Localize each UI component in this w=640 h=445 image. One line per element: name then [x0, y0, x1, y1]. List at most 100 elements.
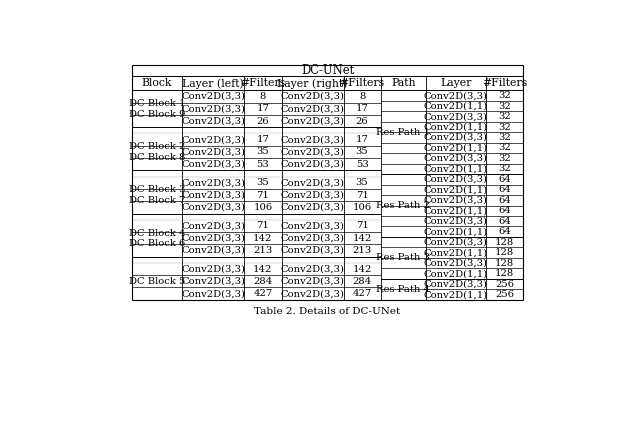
Text: 32: 32	[499, 133, 511, 142]
Text: 106: 106	[353, 203, 372, 212]
Text: 71: 71	[356, 190, 369, 199]
Text: 106: 106	[253, 203, 273, 212]
Text: Conv2D(3,3): Conv2D(3,3)	[424, 279, 488, 289]
Text: Block: Block	[142, 78, 172, 89]
Text: 128: 128	[495, 269, 515, 278]
Text: DC Block 4
DC Block 6: DC Block 4 DC Block 6	[129, 228, 186, 248]
Text: Layer (right): Layer (right)	[277, 78, 348, 89]
Text: 32: 32	[499, 112, 511, 121]
Text: Conv2D(1,1): Conv2D(1,1)	[424, 164, 488, 174]
Text: Table 2. Details of DC-UNet: Table 2. Details of DC-UNet	[255, 307, 401, 316]
Text: Conv2D(3,3): Conv2D(3,3)	[181, 190, 245, 199]
Text: 53: 53	[257, 160, 269, 169]
Text: 8: 8	[260, 92, 266, 101]
Text: Conv2D(3,3): Conv2D(3,3)	[280, 246, 344, 255]
Text: Res Path 4: Res Path 4	[376, 285, 430, 294]
Text: Res Path 2: Res Path 2	[376, 201, 430, 210]
Text: Conv2D(1,1): Conv2D(1,1)	[424, 186, 488, 194]
Text: 32: 32	[499, 122, 511, 132]
Text: Conv2D(3,3): Conv2D(3,3)	[181, 246, 245, 255]
Text: 284: 284	[253, 277, 273, 286]
Text: 213: 213	[353, 246, 372, 255]
Text: 35: 35	[356, 147, 369, 157]
Text: 64: 64	[499, 217, 511, 226]
Text: 64: 64	[499, 196, 511, 205]
Text: Conv2D(3,3): Conv2D(3,3)	[280, 117, 344, 125]
Text: 8: 8	[359, 92, 365, 101]
Text: DC Block 2
DC Block 8: DC Block 2 DC Block 8	[129, 142, 186, 162]
Text: Conv2D(3,3): Conv2D(3,3)	[181, 104, 245, 113]
Text: Layer: Layer	[440, 78, 472, 89]
Text: Conv2D(3,3): Conv2D(3,3)	[424, 238, 488, 247]
Text: DC Block 1
DC Block 9: DC Block 1 DC Block 9	[129, 99, 186, 118]
Text: Conv2D(1,1): Conv2D(1,1)	[424, 206, 488, 215]
Text: 32: 32	[499, 91, 511, 100]
Text: Conv2D(3,3): Conv2D(3,3)	[424, 91, 488, 100]
Text: Res Path 1: Res Path 1	[376, 128, 430, 137]
Text: #Filters: #Filters	[241, 78, 285, 89]
Text: 142: 142	[353, 234, 372, 243]
Text: 213: 213	[253, 246, 273, 255]
Text: Conv2D(3,3): Conv2D(3,3)	[280, 178, 344, 187]
Text: 128: 128	[495, 259, 515, 267]
Text: 17: 17	[257, 104, 269, 113]
Text: 64: 64	[499, 175, 511, 184]
Text: Conv2D(3,3): Conv2D(3,3)	[280, 264, 344, 274]
Text: Conv2D(3,3): Conv2D(3,3)	[280, 104, 344, 113]
Text: 32: 32	[499, 154, 511, 163]
Text: Conv2D(3,3): Conv2D(3,3)	[424, 112, 488, 121]
Text: #Filters: #Filters	[482, 78, 527, 89]
Text: Conv2D(3,3): Conv2D(3,3)	[181, 289, 245, 298]
Text: Conv2D(3,3): Conv2D(3,3)	[181, 277, 245, 286]
Text: Conv2D(3,3): Conv2D(3,3)	[280, 160, 344, 169]
Text: Conv2D(3,3): Conv2D(3,3)	[424, 196, 488, 205]
Text: 26: 26	[356, 117, 369, 125]
Text: Conv2D(3,3): Conv2D(3,3)	[181, 135, 245, 144]
Text: Conv2D(1,1): Conv2D(1,1)	[424, 290, 488, 299]
Text: Conv2D(1,1): Conv2D(1,1)	[424, 269, 488, 278]
Text: Conv2D(3,3): Conv2D(3,3)	[424, 133, 488, 142]
Text: Conv2D(3,3): Conv2D(3,3)	[181, 178, 245, 187]
Text: 32: 32	[499, 101, 511, 110]
Text: Layer (left): Layer (left)	[182, 78, 244, 89]
Text: Conv2D(3,3): Conv2D(3,3)	[181, 160, 245, 169]
Text: 71: 71	[356, 221, 369, 231]
Text: 284: 284	[353, 277, 372, 286]
Text: Conv2D(1,1): Conv2D(1,1)	[424, 143, 488, 153]
Text: 17: 17	[257, 135, 269, 144]
Text: 32: 32	[499, 164, 511, 174]
Text: 17: 17	[356, 135, 369, 144]
Text: Conv2D(3,3): Conv2D(3,3)	[280, 135, 344, 144]
Text: Conv2D(3,3): Conv2D(3,3)	[424, 154, 488, 163]
Text: 71: 71	[257, 190, 269, 199]
Text: Conv2D(3,3): Conv2D(3,3)	[181, 234, 245, 243]
Text: 427: 427	[253, 289, 273, 298]
Text: Conv2D(3,3): Conv2D(3,3)	[280, 147, 344, 157]
Text: Conv2D(3,3): Conv2D(3,3)	[280, 203, 344, 212]
Text: Conv2D(3,3): Conv2D(3,3)	[181, 203, 245, 212]
Text: Conv2D(3,3): Conv2D(3,3)	[181, 264, 245, 274]
Text: 64: 64	[499, 227, 511, 236]
Text: 35: 35	[356, 178, 369, 187]
Text: 32: 32	[499, 143, 511, 153]
Text: Conv2D(3,3): Conv2D(3,3)	[424, 217, 488, 226]
Text: 142: 142	[353, 264, 372, 274]
Text: DC Block 3
DC Block 7: DC Block 3 DC Block 7	[129, 186, 186, 205]
Text: 128: 128	[495, 248, 515, 257]
Text: Conv2D(3,3): Conv2D(3,3)	[181, 147, 245, 157]
Text: Conv2D(1,1): Conv2D(1,1)	[424, 248, 488, 257]
Text: 142: 142	[253, 234, 273, 243]
Text: 71: 71	[257, 221, 269, 231]
Text: 17: 17	[356, 104, 369, 113]
Text: 427: 427	[353, 289, 372, 298]
Text: Conv2D(3,3): Conv2D(3,3)	[424, 175, 488, 184]
Text: #Filters: #Filters	[340, 78, 385, 89]
Text: 35: 35	[257, 147, 269, 157]
Text: 35: 35	[257, 178, 269, 187]
Text: Conv2D(3,3): Conv2D(3,3)	[280, 289, 344, 298]
Text: Conv2D(3,3): Conv2D(3,3)	[280, 234, 344, 243]
Text: 64: 64	[499, 206, 511, 215]
Text: 64: 64	[499, 186, 511, 194]
Text: Conv2D(1,1): Conv2D(1,1)	[424, 101, 488, 110]
Text: Conv2D(1,1): Conv2D(1,1)	[424, 227, 488, 236]
